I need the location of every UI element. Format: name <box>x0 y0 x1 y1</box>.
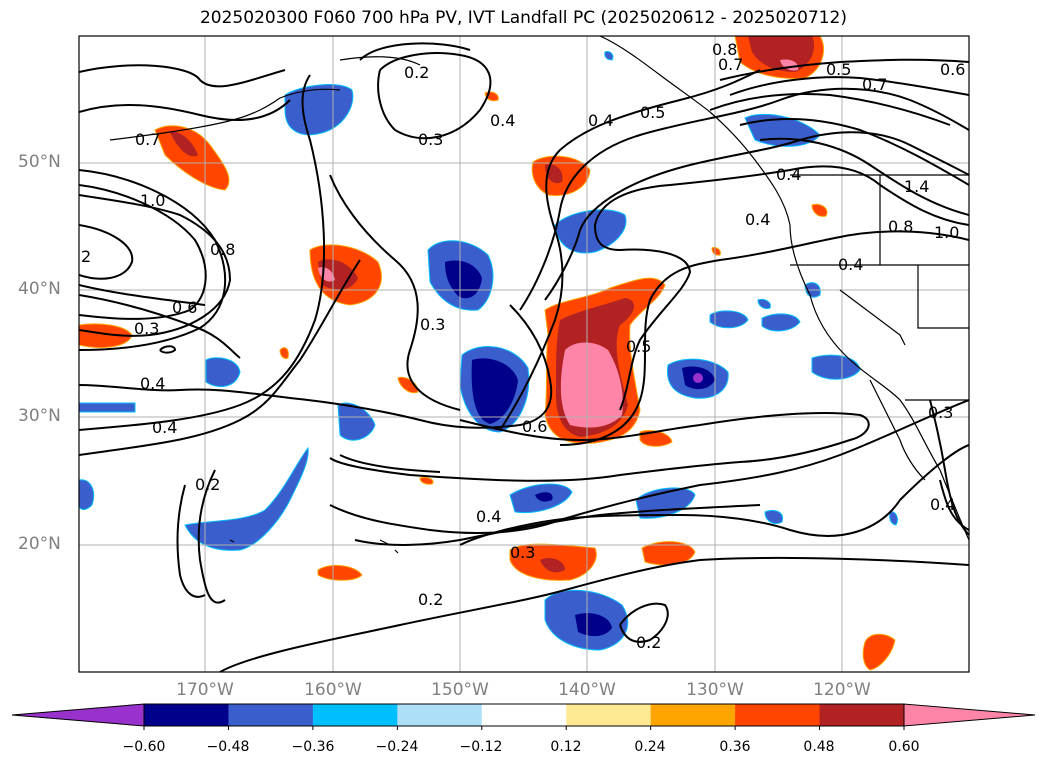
contour-label: 0.4 <box>152 418 177 437</box>
lon-label: 160°W <box>304 680 362 700</box>
colorbar-tick-label: 0.24 <box>634 739 666 755</box>
contour-label: 2 <box>81 247 91 266</box>
contour-label: 0.5 <box>626 337 651 356</box>
contour-label: 0.5 <box>640 103 665 122</box>
contour-label: 0.2 <box>404 63 429 82</box>
contour-label: 0.5 <box>826 60 851 79</box>
contour-label: 0.4 <box>776 165 801 184</box>
contour-label: 0.3 <box>418 130 443 149</box>
contour-label: 0.2 <box>195 475 220 494</box>
contour-label: 0.3 <box>510 543 535 562</box>
contour-label: 0.7 <box>862 75 887 94</box>
colorbar-tick-label: −0.24 <box>375 739 419 755</box>
lon-label: 140°W <box>558 680 616 700</box>
contour-label: 0.4 <box>476 507 501 526</box>
contour-label: 0.7 <box>135 130 160 149</box>
contour-label: 0.8 <box>712 40 737 59</box>
colorbar-tick-label: 0.48 <box>803 739 835 755</box>
coastlines <box>109 36 969 554</box>
contour-label: 0.2 <box>636 633 661 652</box>
contour-label: 0.6 <box>522 417 547 436</box>
contour-label: 0.2 <box>418 590 443 609</box>
colorbar-tick-label: −0.36 <box>291 739 335 755</box>
colorbar-tick-label: −0.48 <box>206 739 250 755</box>
colorbar-tick-label: 0.36 <box>719 739 751 755</box>
contour-label: 0.4 <box>140 374 165 393</box>
colorbar-tick-label: 0.12 <box>550 739 582 755</box>
contour-label: 0.8 <box>888 217 913 236</box>
colorbar-tick-label: 0.60 <box>888 739 920 755</box>
contour-label: 0.4 <box>838 255 863 274</box>
contour-label: 1.4 <box>904 177 929 196</box>
lon-label: 120°W <box>813 680 871 700</box>
colorbar-tick-label: −0.60 <box>122 739 166 755</box>
ivt-contours <box>79 42 969 672</box>
contour-label: 0.6 <box>172 298 197 317</box>
lon-label: 170°W <box>176 680 234 700</box>
contour-label: 0.8 <box>210 240 235 259</box>
contour-label: 0.3 <box>134 319 159 338</box>
contour-label: 0.3 <box>928 403 953 422</box>
contour-label: 0.4 <box>745 210 770 229</box>
contour-labels: 0.8 0.7 0.5 0.6 0.7 0.2 0.4 0.3 0.4 0.5 … <box>81 40 965 652</box>
contour-label: 1.0 <box>140 191 165 210</box>
colorbar-tick-label: −0.12 <box>459 739 503 755</box>
contour-label: 0.4 <box>588 111 613 130</box>
lat-label: 30°N <box>18 406 61 426</box>
graticule <box>79 36 969 672</box>
contour-label: 1.0 <box>934 223 959 242</box>
positive-pv-anomalies <box>79 36 896 671</box>
lat-label: 20°N <box>18 534 61 554</box>
map-title: 2025020300 F060 700 hPa PV, IVT Landfall… <box>199 8 847 28</box>
lon-label: 130°W <box>686 680 744 700</box>
contour-label: 0.6 <box>940 60 965 79</box>
lat-label: 50°N <box>18 152 61 172</box>
map-frame <box>78 35 970 673</box>
lon-label: 150°W <box>431 680 489 700</box>
contour-label: 0.7 <box>718 55 743 74</box>
lat-label: 40°N <box>18 279 61 299</box>
contour-label: 0.4 <box>490 111 515 130</box>
contour-label: 0.4 <box>930 495 955 514</box>
contour-label: 0.3 <box>420 315 445 334</box>
